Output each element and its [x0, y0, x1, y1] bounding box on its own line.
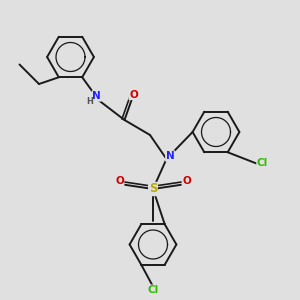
Text: Cl: Cl	[147, 285, 159, 295]
Text: O: O	[115, 176, 124, 187]
Text: S: S	[149, 182, 157, 196]
Text: O: O	[182, 176, 191, 187]
Text: N: N	[92, 91, 101, 101]
Text: H: H	[86, 98, 93, 106]
Text: N: N	[166, 151, 175, 161]
Text: Cl: Cl	[257, 158, 268, 169]
Text: O: O	[129, 89, 138, 100]
